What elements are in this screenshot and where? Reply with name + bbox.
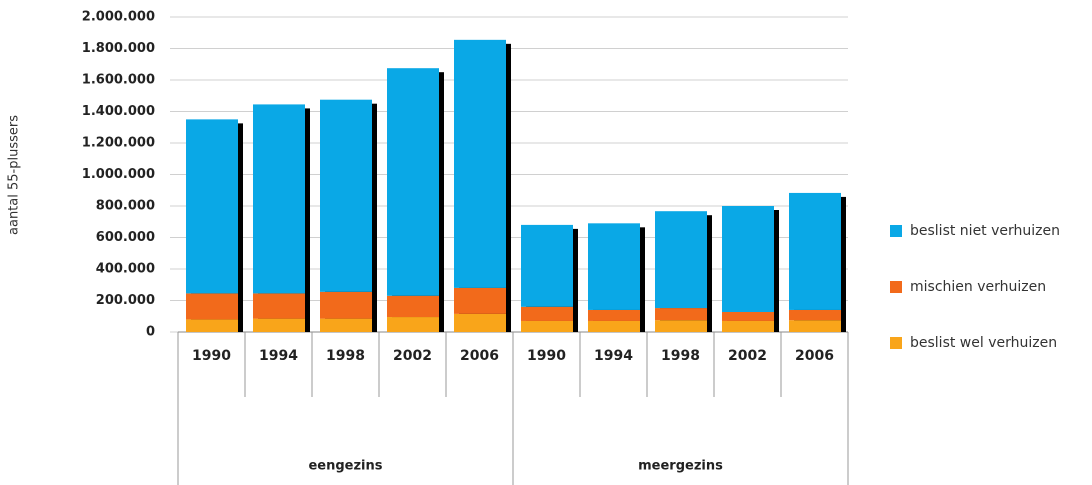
x-tick-label: 1998 <box>326 348 365 364</box>
x-tick-label: 1990 <box>527 348 566 364</box>
legend-label: beslist wel verhuizen <box>910 335 1057 351</box>
bar-segment <box>454 39 506 288</box>
bar-segment <box>588 320 640 332</box>
x-tick-label: 1994 <box>594 348 633 364</box>
bar-segment <box>588 223 640 310</box>
bar-segment <box>655 211 707 309</box>
bar-segment <box>789 192 841 310</box>
bar-segment <box>253 293 305 319</box>
group-label: eengezins <box>308 459 382 474</box>
y-tick-label: 1.800.000 <box>82 41 155 56</box>
y-tick-label: 800.000 <box>96 199 155 214</box>
y-axis-label: aantal 55-plussers <box>7 115 22 235</box>
x-tick-label: 2002 <box>728 348 767 364</box>
x-tick-label: 1998 <box>661 348 700 364</box>
bar-segment <box>320 318 372 332</box>
bar-segment <box>387 68 439 296</box>
bar-segment <box>722 206 774 312</box>
y-tick-label: 200.000 <box>96 293 155 308</box>
bar-segment <box>655 320 707 332</box>
bar-segment <box>186 319 238 332</box>
y-tick-label: 1.600.000 <box>82 73 155 88</box>
bar-segment <box>320 99 372 292</box>
group-label: meergezins <box>638 459 723 474</box>
bar-segment <box>588 309 640 321</box>
bar-segment <box>253 104 305 294</box>
x-tick-label: 1990 <box>192 348 231 364</box>
bar-segment <box>722 311 774 321</box>
bar-segment <box>454 287 506 314</box>
bar-segment <box>186 119 238 294</box>
bar-segment <box>387 317 439 332</box>
bar-segment <box>722 320 774 332</box>
bar-segment <box>521 306 573 321</box>
legend-swatch <box>890 281 902 293</box>
legend-swatch <box>890 225 902 237</box>
x-tick-label: 2002 <box>393 348 432 364</box>
x-tick-label: 2006 <box>460 348 499 364</box>
bar-segment <box>387 295 439 318</box>
y-tick-label: 1.200.000 <box>82 136 155 151</box>
bar-segment <box>789 320 841 332</box>
bar-segment <box>789 309 841 321</box>
x-tick-label: 2006 <box>795 348 834 364</box>
legend-label: beslist niet verhuizen <box>910 223 1060 239</box>
bar-segment <box>186 293 238 320</box>
y-tick-label: 1.400.000 <box>82 104 155 119</box>
legend-swatch <box>890 337 902 349</box>
bar-segment <box>521 320 573 332</box>
bar-segment <box>253 318 305 332</box>
bar-segment <box>320 291 372 319</box>
x-tick-label: 1994 <box>259 348 298 364</box>
bar-segment <box>655 308 707 321</box>
bar-segment <box>521 224 573 307</box>
y-tick-label: 1.000.000 <box>82 167 155 182</box>
y-tick-label: 600.000 <box>96 230 155 245</box>
y-tick-label: 2.000.000 <box>82 10 155 25</box>
legend-label: mischien verhuizen <box>910 279 1046 295</box>
y-tick-label: 400.000 <box>96 262 155 277</box>
bar-segment <box>454 313 506 332</box>
y-tick-label: 0 <box>146 325 155 340</box>
